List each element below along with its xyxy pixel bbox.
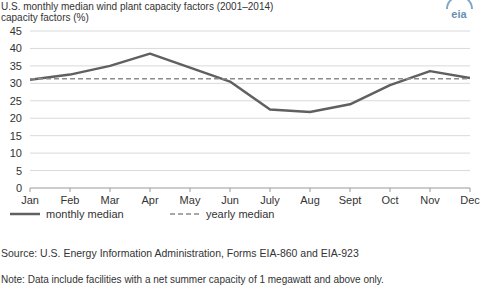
legend-swatch	[10, 213, 40, 216]
plot-area	[30, 54, 470, 112]
x-tick-label: May	[180, 194, 201, 206]
y-tick-label: 25	[10, 95, 22, 107]
x-tick	[150, 188, 151, 192]
x-tick	[190, 188, 191, 192]
note: Note: Data include facilities with a net…	[1, 274, 384, 285]
y-tick-label: 40	[10, 42, 22, 54]
x-tick	[110, 188, 111, 192]
legend-label: monthly median	[46, 208, 124, 220]
x-tick	[350, 188, 351, 192]
y-tick-label: 10	[10, 147, 22, 159]
grid-line	[30, 100, 470, 101]
x-tick-label: Feb	[61, 194, 80, 206]
grid-line	[30, 135, 470, 136]
grid	[30, 31, 470, 188]
y-tick-label: 15	[10, 130, 22, 142]
y-label: capacity factors (%)	[1, 12, 89, 23]
grid-line	[30, 83, 470, 84]
x-tick-label: Sept	[339, 194, 362, 206]
legend-label: yearly median	[206, 208, 274, 220]
logo-text: eia	[451, 8, 467, 20]
x-tick-label: Oct	[381, 194, 398, 206]
series-line	[30, 78, 470, 80]
x-tick	[270, 188, 271, 192]
x-tick	[70, 188, 71, 192]
legend-swatch	[170, 213, 200, 215]
x-tick	[230, 188, 231, 192]
x-tick-label: Aug	[300, 194, 320, 206]
chart: U.S. monthly median wind plant capacity …	[0, 0, 484, 295]
source: Source: U.S. Energy Information Administ…	[1, 247, 359, 259]
grid-line	[30, 170, 470, 171]
x-tick	[30, 188, 31, 192]
x-tick-label: July	[260, 194, 280, 206]
y-tick-label: 30	[10, 77, 22, 89]
x-tick	[430, 188, 431, 192]
x-tick-label: Dec	[460, 194, 480, 206]
grid-line	[30, 188, 470, 189]
grid-line	[30, 31, 470, 32]
x-tick-label: Nov	[420, 194, 440, 206]
title: U.S. monthly median wind plant capacity …	[1, 1, 273, 12]
x-tick-label: Mar	[101, 194, 120, 206]
x-tick	[470, 188, 471, 192]
series-line	[30, 54, 470, 112]
y-tick-label: 20	[10, 112, 22, 124]
x-tick-label: Jun	[221, 194, 239, 206]
y-tick-label: 5	[16, 165, 22, 177]
grid-line	[30, 153, 470, 154]
legend: monthly median yearly median	[10, 208, 274, 220]
y-tick-label: 45	[10, 25, 22, 37]
x-tick	[390, 188, 391, 192]
logo: eia	[447, 0, 472, 20]
grid-line	[30, 48, 470, 49]
grid-line	[30, 65, 470, 66]
y-tick-label: 0	[16, 182, 22, 194]
x-tick-label: Jan	[21, 194, 39, 206]
y-tick-label: 35	[10, 60, 22, 72]
x-tick-label: Apr	[141, 194, 158, 206]
x-tick	[310, 188, 311, 192]
grid-line	[30, 118, 470, 119]
